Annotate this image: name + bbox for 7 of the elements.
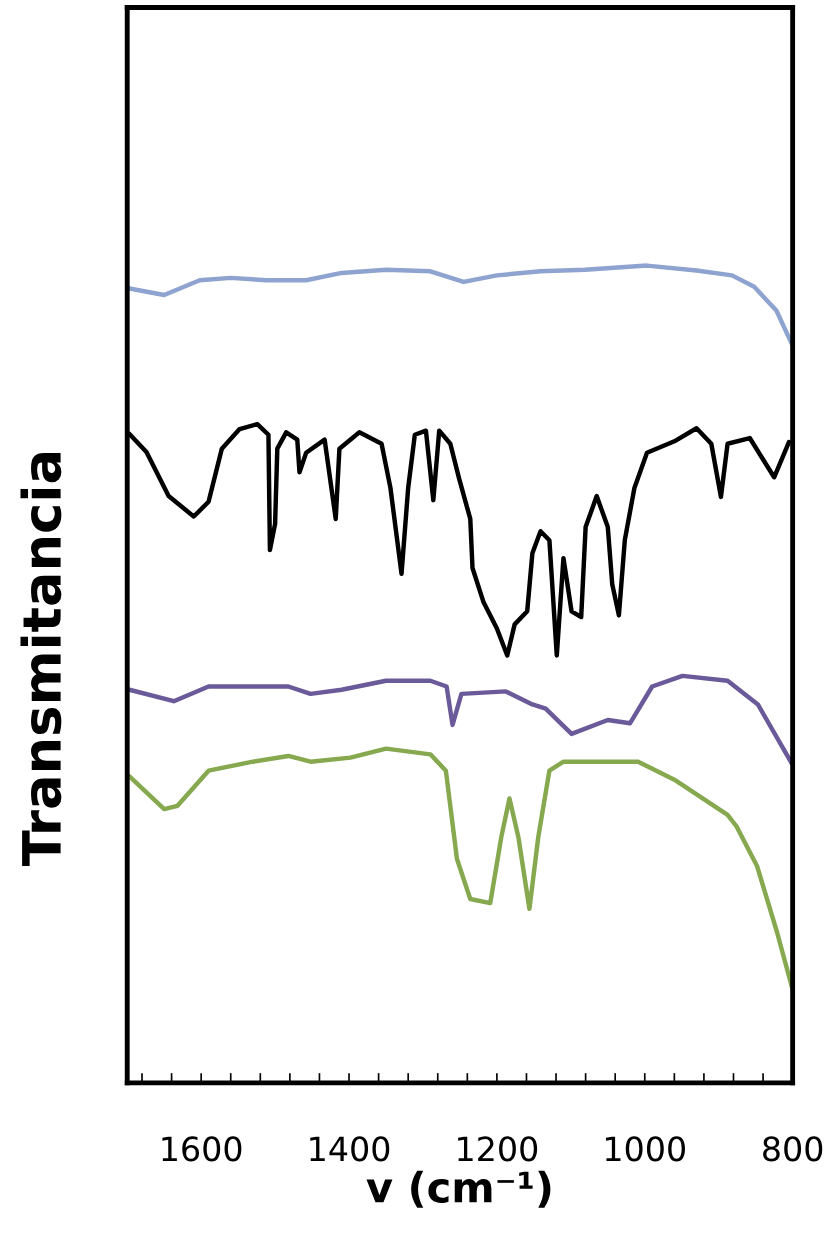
x-tick-label: 1600 bbox=[162, 1136, 242, 1162]
x-tick-label: 1000 bbox=[606, 1136, 685, 1162]
x-tick-label: 800 bbox=[763, 1136, 823, 1162]
x-axis-title: v (cm⁻¹) bbox=[366, 1170, 551, 1208]
x-tick-label: 1400 bbox=[310, 1136, 390, 1162]
x-tick-label: 1200 bbox=[458, 1136, 538, 1162]
y-axis-title: Transmitancia bbox=[20, 453, 62, 866]
